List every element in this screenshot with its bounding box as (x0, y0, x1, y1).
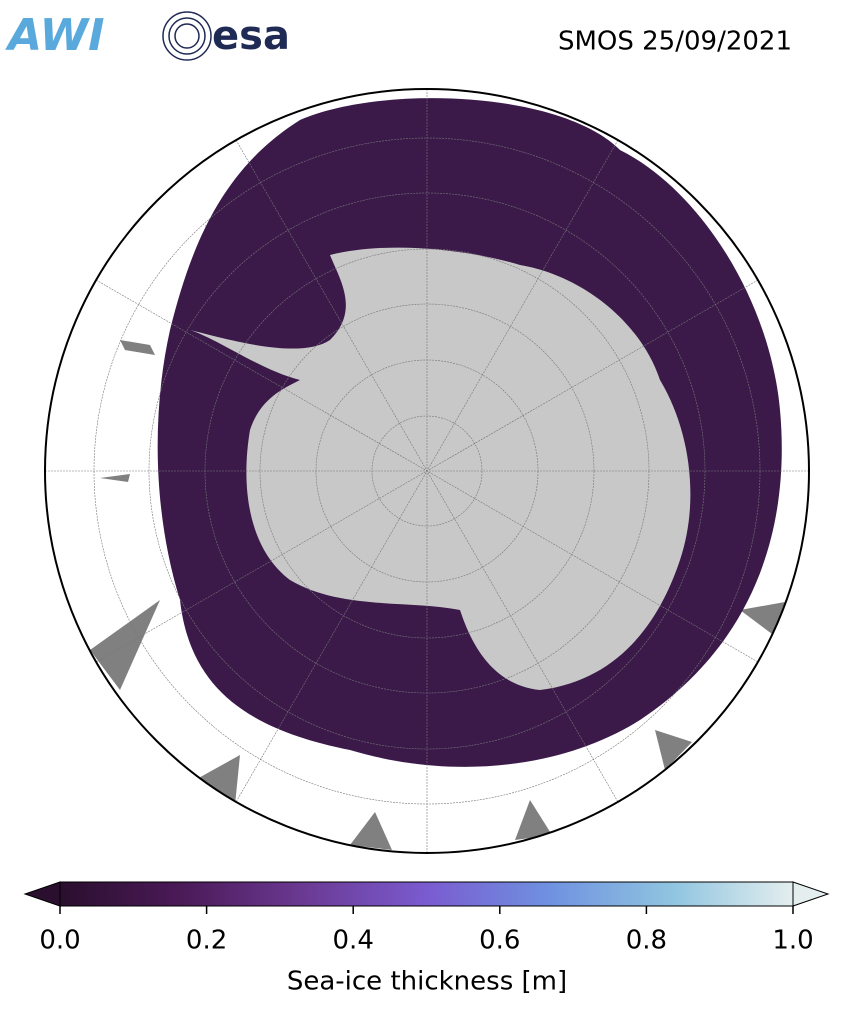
map-frame (44, 88, 810, 854)
antarctica (190, 247, 691, 690)
map (45, 89, 809, 853)
colorbar (23, 881, 830, 907)
colorbar-extend-low (23, 881, 61, 907)
colorbar-gradient (59, 881, 794, 907)
logo-esa-mark (162, 11, 212, 61)
colorbar-tick-label: 0.8 (626, 926, 667, 956)
colorbar-extend-high (792, 881, 830, 907)
title: SMOS 25/09/2021 (558, 27, 792, 57)
colorbar-tick-label: 0.2 (186, 926, 227, 956)
graticule (45, 89, 809, 853)
colorbar-tick-label: 0.0 (39, 926, 80, 956)
colorbar-tick-label: 0.4 (333, 926, 374, 956)
logo-esa: esa (212, 13, 290, 59)
colorbar-label: Sea-ice thickness [m] (287, 967, 567, 997)
logo-awi: AWI (5, 10, 105, 61)
colorbar-tick-label: 1.0 (772, 926, 813, 956)
colorbar-tick-label: 0.6 (479, 926, 520, 956)
